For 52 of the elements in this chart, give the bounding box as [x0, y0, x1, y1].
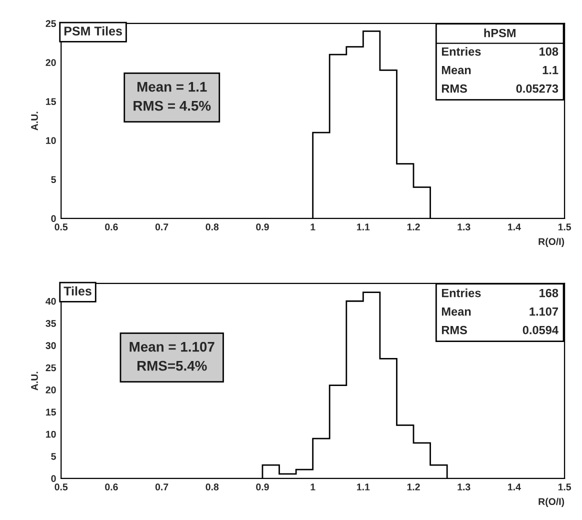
chart-title: PSM Tiles [64, 26, 122, 36]
y-tick-label: 30 [46, 342, 56, 350]
text: Entries 168 [442, 288, 558, 298]
y-tick-label: 0 [51, 215, 56, 222]
x-tick-label: 1 [310, 224, 316, 230]
y-tick-label: 10 [46, 430, 56, 438]
y-tick-label: 40 [46, 298, 56, 305]
x-tick-label: 0.9 [256, 224, 269, 230]
x-tick-label: 0.9 [256, 484, 269, 490]
y-tick-label: 20 [46, 386, 56, 394]
y-tick-label: 35 [46, 320, 56, 327]
x-tick-label: 1.1 [357, 484, 370, 490]
x-tick-label: 1.4 [508, 484, 521, 490]
x-tick-label: 1.5 [558, 484, 572, 490]
x-axis-title: R(O/I) [538, 498, 564, 507]
text: Entries 108 [442, 47, 558, 56]
x-tick-label: 0.5 [54, 484, 68, 490]
y-tick-label: 10 [46, 137, 56, 144]
x-tick-label: 0.5 [54, 224, 68, 230]
x-tick-label: 1.4 [508, 224, 521, 230]
text: RMS 0.0594 [442, 326, 558, 334]
y-tick-label: 0 [51, 475, 56, 482]
annotation: Mean = 1.1 RMS = 4.5% [134, 82, 211, 111]
y-tick-label: 5 [51, 176, 56, 184]
x-tick-label: 0.6 [105, 224, 118, 230]
y-axis-title: A.U. [31, 112, 38, 130]
x-tick-label: 1.3 [458, 224, 470, 230]
y-tick-label: 20 [46, 59, 56, 66]
y-tick-label: 15 [46, 98, 56, 106]
x-tick-label: 1.2 [407, 224, 420, 230]
x-tick-label: 0.7 [155, 484, 168, 490]
annotation: Mean = 1.107 RMS=5.4% [130, 342, 214, 371]
x-tick-label: 1 [310, 484, 316, 490]
text: Mean 1.107 [442, 307, 558, 316]
x-tick-label: 0.8 [206, 484, 219, 490]
text: Mean 1.1 [442, 66, 558, 74]
y-tick-label: 25 [46, 364, 56, 372]
x-tick-label: 1.1 [357, 224, 370, 230]
x-tick-label: 1.3 [458, 484, 470, 490]
x-tick-label: 0.8 [206, 224, 219, 230]
y-axis-title: A.U. [31, 372, 38, 390]
x-tick-label: 0.6 [105, 484, 118, 490]
y-tick-label: 15 [46, 408, 56, 416]
text: RMS 0.05273 [442, 84, 558, 93]
y-tick-label: 5 [51, 453, 56, 460]
x-tick-label: 1.5 [558, 224, 572, 230]
annotation: hPSM [484, 28, 516, 38]
y-tick-label: 25 [46, 20, 56, 28]
x-axis-title: R(O/I) [538, 238, 564, 247]
x-tick-label: 0.7 [155, 224, 168, 230]
x-tick-label: 1.2 [407, 484, 420, 490]
chart-title: Tiles [64, 286, 92, 296]
